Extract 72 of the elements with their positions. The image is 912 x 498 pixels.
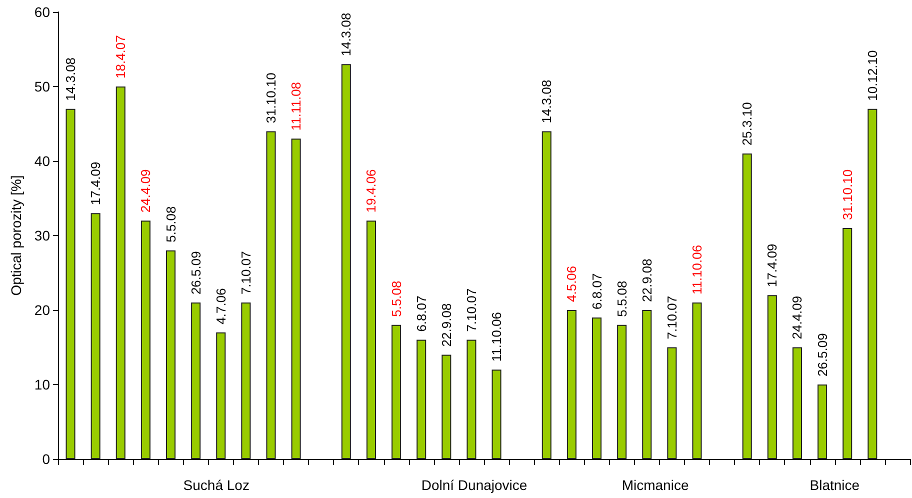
x-tick-label: 18.4.07 xyxy=(113,35,128,78)
x-tick-label: 31.10.10 xyxy=(840,169,855,220)
x-tick-label: 14.3.08 xyxy=(338,12,354,56)
y-tick-label: 30 xyxy=(34,228,50,244)
text: Blatnice xyxy=(810,477,860,493)
x-tick-label: 24.4.09 xyxy=(138,169,154,213)
y-tick-label: 40 xyxy=(34,153,50,169)
y-tick-label: 50 xyxy=(34,78,50,94)
bar xyxy=(241,302,251,459)
x-tick-label: 5.5.08 xyxy=(388,280,404,317)
x-tick-label: 22.9.08 xyxy=(438,303,454,347)
x-tick-label: 17.4.09 xyxy=(764,244,780,288)
x-tick-label: 11.10.06 xyxy=(489,312,504,362)
x-tick-label: 24.4.09 xyxy=(790,296,805,340)
bar xyxy=(492,370,502,459)
x-tick-label: 26.5.09 xyxy=(188,251,204,295)
x-tick-label: 17.4.09 xyxy=(88,162,104,206)
bar xyxy=(642,310,652,459)
y-tick-label: 0 xyxy=(42,451,50,467)
y-axis-title: Optical porozity [%] xyxy=(8,175,24,296)
bar xyxy=(842,228,852,459)
x-tick-label: 4.5.06 xyxy=(564,266,580,302)
bar xyxy=(216,332,226,459)
x-tick-label: 4.7.06 xyxy=(213,288,228,324)
x-tick-label: 11.10.06 xyxy=(690,244,704,295)
text: Dolní Dunajovice xyxy=(421,477,528,493)
x-tick-label: 7.10.07 xyxy=(464,288,479,332)
bar xyxy=(416,340,426,459)
bar xyxy=(266,131,276,459)
x-tick-label: 5.5.08 xyxy=(163,206,178,242)
x-tick-label: 25.3.10 xyxy=(740,102,755,146)
bar xyxy=(868,108,878,459)
bar xyxy=(90,213,100,459)
x-tick-label: 31.10.10 xyxy=(264,72,278,124)
bar xyxy=(291,138,301,459)
bar xyxy=(140,220,150,459)
x-tick-label: 6.8.07 xyxy=(589,273,604,310)
x-tick-label: 5.5.08 xyxy=(614,280,630,317)
text: Suchá Loz xyxy=(183,477,250,493)
bar xyxy=(542,131,552,459)
bar xyxy=(166,250,176,459)
bar xyxy=(792,347,802,459)
x-tick-label: 7.10.07 xyxy=(664,296,680,340)
x-tick-label: 6.8.07 xyxy=(414,296,429,332)
x-tick-label: 11.11.08 xyxy=(288,82,304,131)
bar xyxy=(116,86,126,459)
bar xyxy=(592,317,602,459)
bar xyxy=(366,220,376,459)
bar xyxy=(617,324,627,459)
y-tick-label: 20 xyxy=(34,302,50,318)
x-tick-label: 10.12.10 xyxy=(864,50,880,101)
bar xyxy=(818,384,828,459)
x-tick-label: 14.3.08 xyxy=(539,80,554,124)
bar xyxy=(566,310,576,459)
bar xyxy=(392,324,402,459)
x-tick-label: 22.9.08 xyxy=(639,258,654,302)
y-tick-label: 60 xyxy=(34,4,50,20)
x-tick-label: 14.3.08 xyxy=(63,57,78,101)
bar xyxy=(767,295,777,459)
x-tick-label: 26.5.09 xyxy=(814,333,830,376)
bar xyxy=(466,340,476,459)
bar xyxy=(66,108,76,459)
bar xyxy=(667,347,677,459)
bar xyxy=(191,302,201,459)
x-tick-label: 19.4.06 xyxy=(364,169,379,213)
bar xyxy=(742,154,752,459)
x-tick-label: 7.10.07 xyxy=(238,251,254,295)
bar xyxy=(692,302,702,459)
bar xyxy=(341,64,351,459)
bar xyxy=(442,354,452,459)
text: Micmanice xyxy=(622,477,689,493)
y-tick-label: 10 xyxy=(34,376,50,392)
